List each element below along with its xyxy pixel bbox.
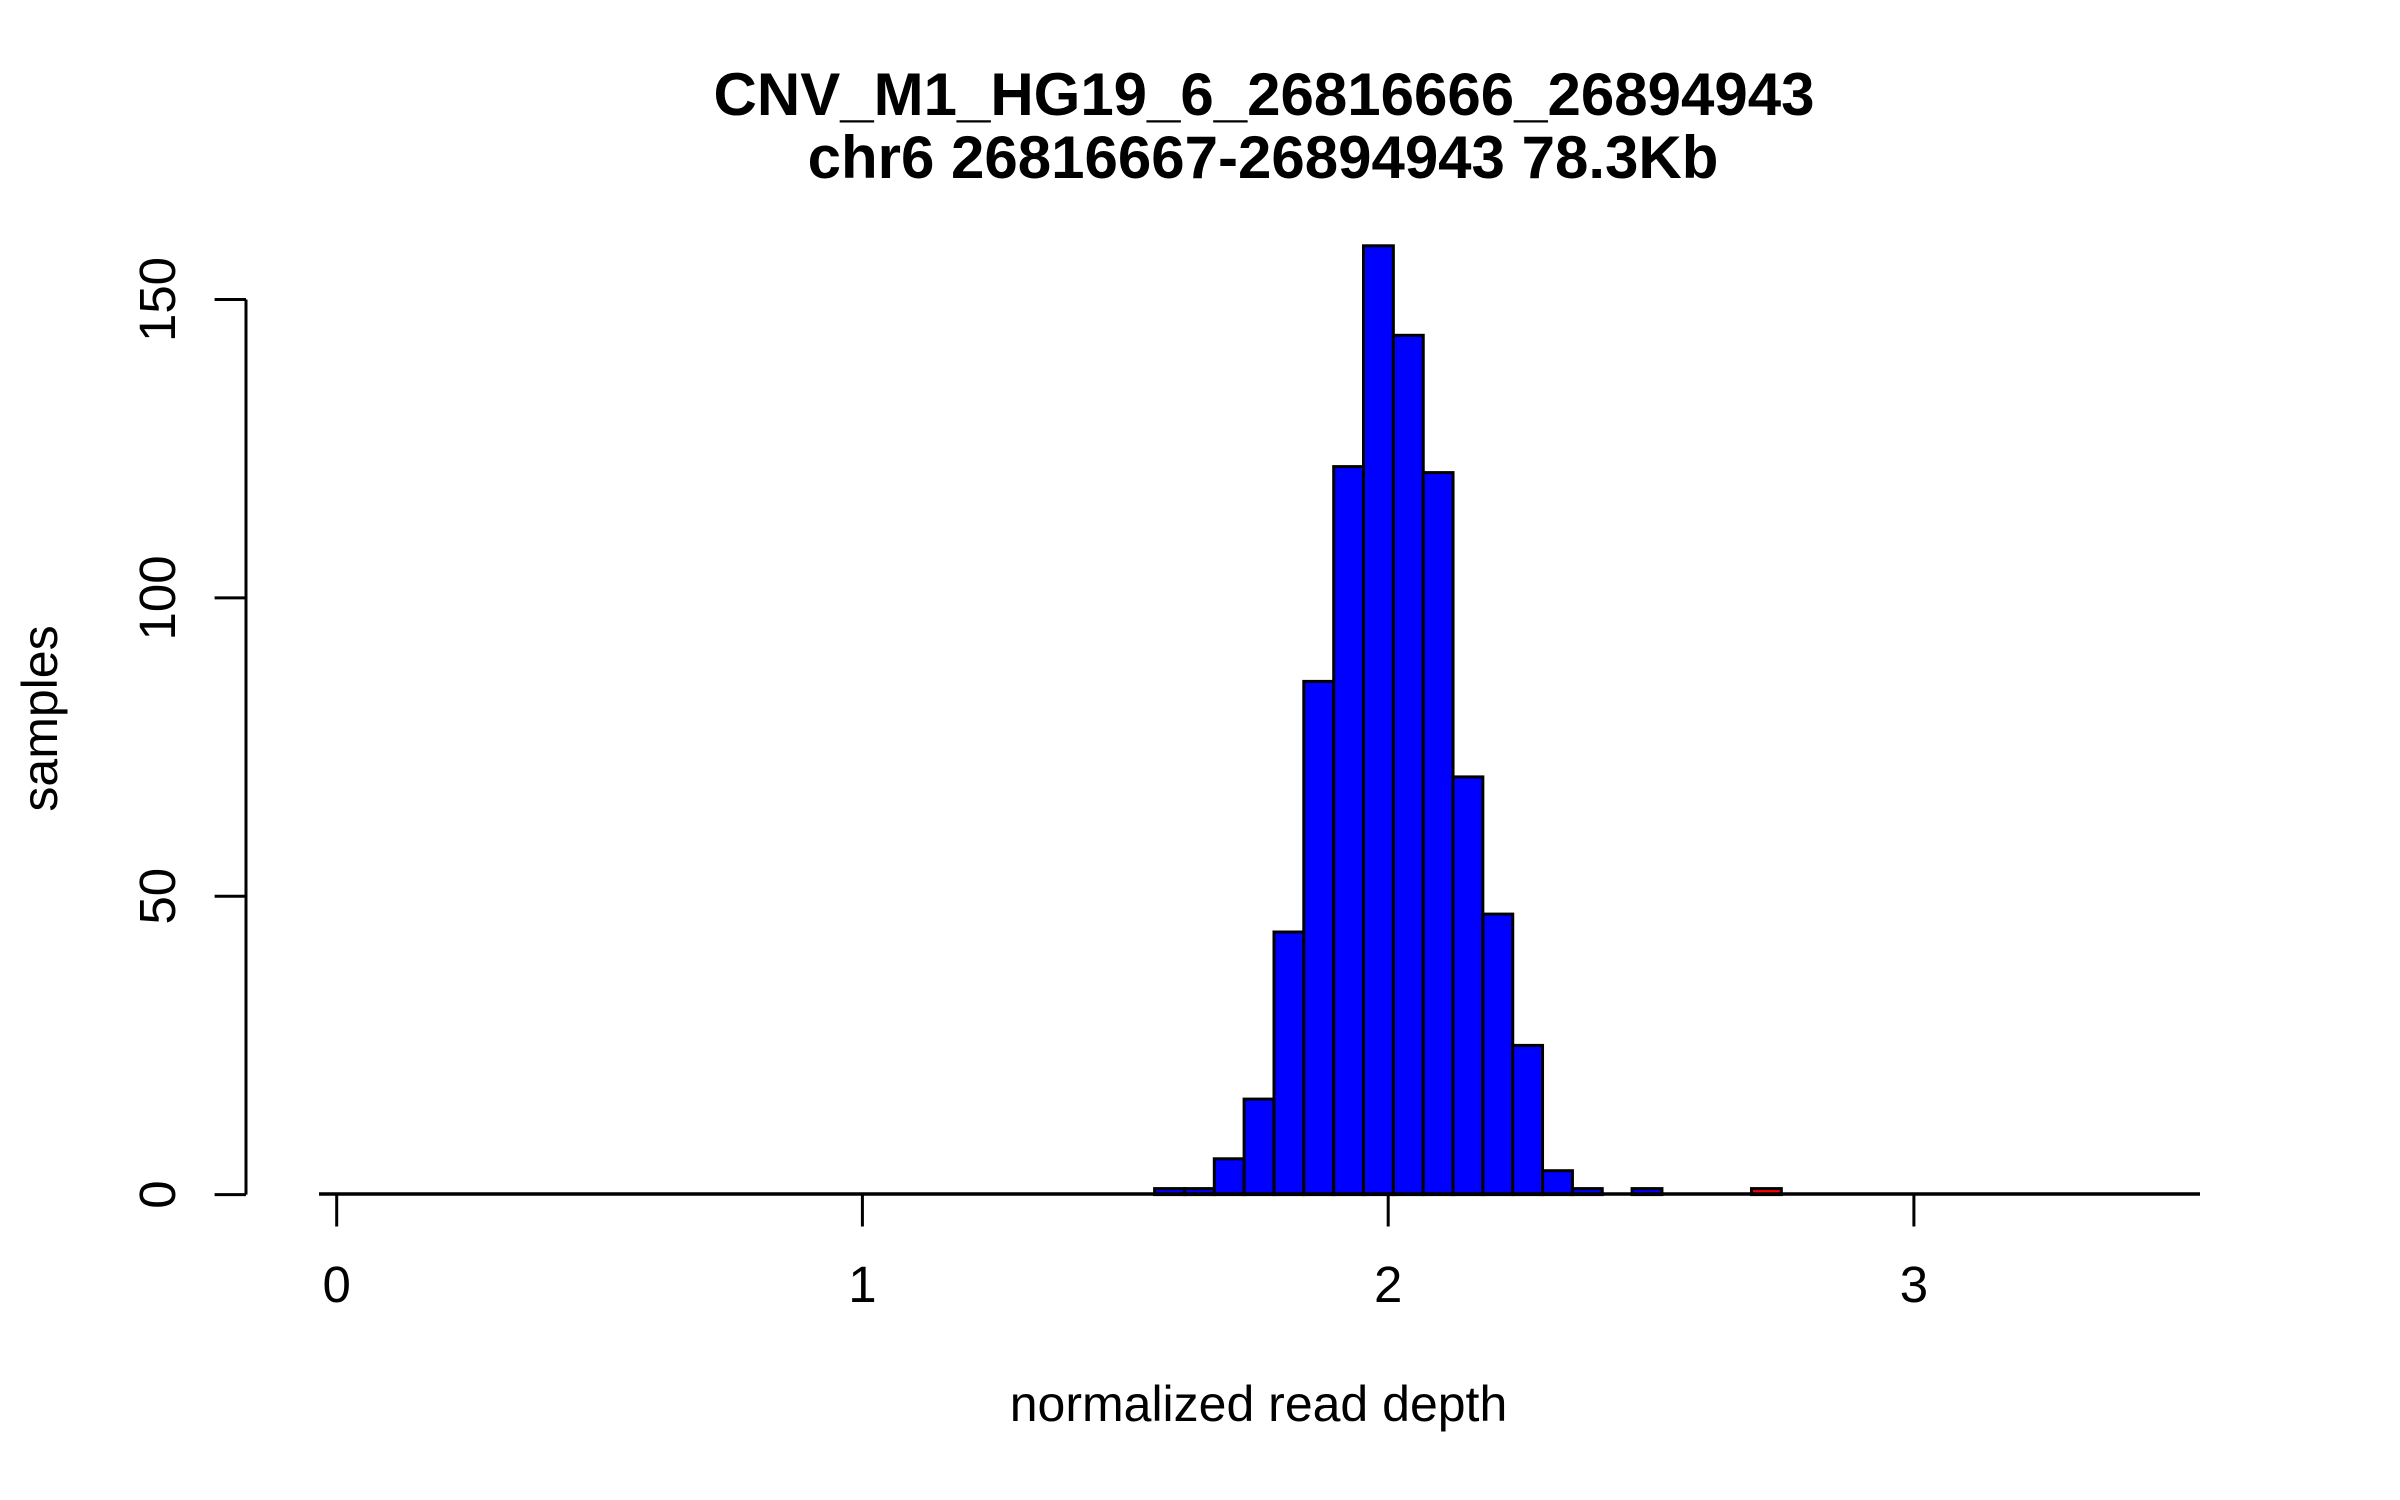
svg-text:chr6 26816667-26894943 78.3Kb: chr6 26816667-26894943 78.3Kb	[808, 124, 1719, 191]
svg-text:50: 50	[129, 868, 186, 925]
svg-text:0: 0	[323, 1256, 351, 1313]
svg-text:2: 2	[1374, 1256, 1402, 1313]
svg-text:150: 150	[129, 257, 186, 342]
svg-text:0: 0	[129, 1180, 186, 1208]
svg-text:100: 100	[129, 555, 186, 640]
svg-text:3: 3	[1900, 1256, 1928, 1313]
svg-text:normalized read depth: normalized read depth	[1010, 1376, 1508, 1432]
svg-text:CNV_M1_HG19_6_26816666_2689494: CNV_M1_HG19_6_26816666_26894943	[714, 61, 1815, 128]
svg-text:1: 1	[848, 1256, 876, 1313]
svg-text:samples: samples	[12, 625, 68, 811]
